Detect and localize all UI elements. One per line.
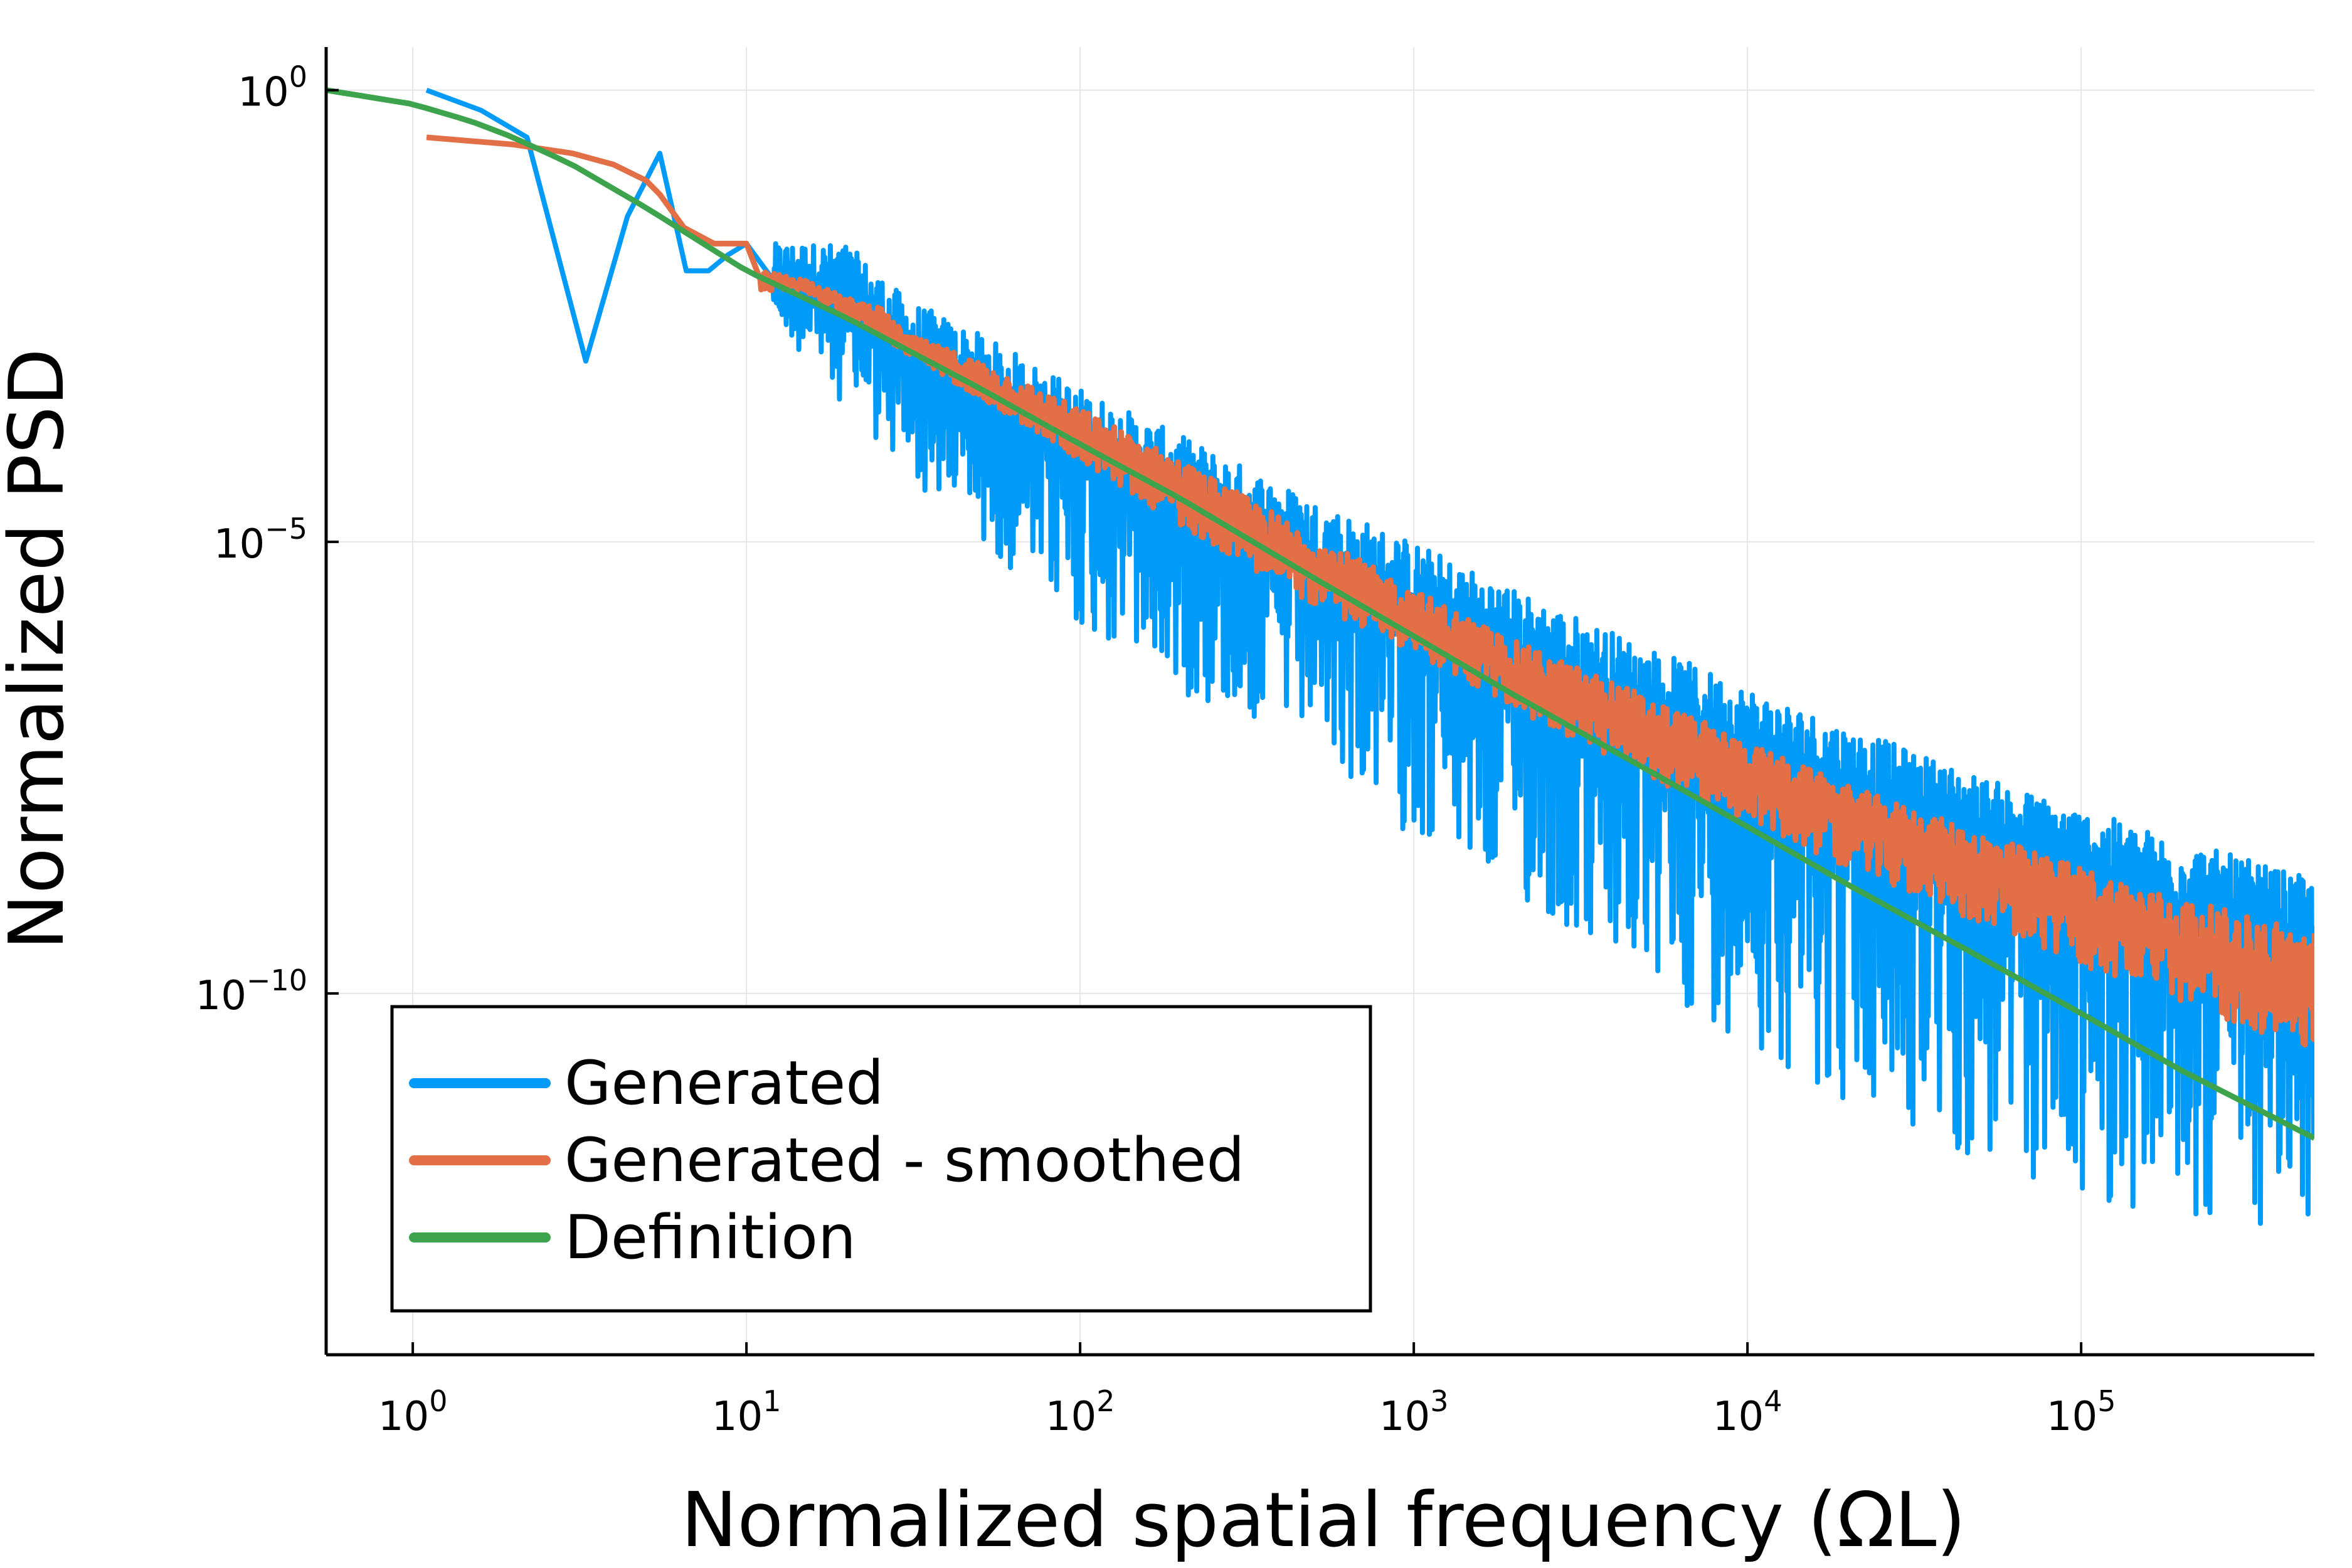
axes: [324, 47, 2314, 1357]
x-tick-label: 105: [2047, 1384, 2116, 1440]
legend-entry-generated-smoothed: Generated - smoothed: [409, 1125, 1244, 1195]
legend-entry-definition: Definition: [409, 1202, 856, 1273]
x-tick-label: 100: [378, 1384, 448, 1440]
legend-label-definition: Definition: [564, 1202, 856, 1273]
series-line-definition: [326, 87, 2314, 1141]
x-axis-title: Normalized spatial frequency (ΩL): [681, 1477, 1966, 1564]
legend-label-generated: Generated: [564, 1048, 884, 1118]
y-tick-label: 100: [238, 60, 307, 116]
x-tick-label: 102: [1046, 1384, 1115, 1440]
y-tick-label: 10−5: [214, 512, 307, 568]
x-tick-label: 103: [1379, 1384, 1449, 1440]
legend: Generated Generated - smoothed Definitio…: [390, 1005, 1372, 1313]
legend-box: [390, 1005, 1372, 1313]
legend-label-generated-smoothed: Generated - smoothed: [564, 1125, 1244, 1195]
legend-entry-generated: Generated: [409, 1048, 884, 1118]
series-line-generated-smoothed: [426, 134, 2314, 1048]
tick-labels: 100 101 102 103 104 105 100 10−5 10−10: [195, 60, 2116, 1440]
plot-series: [326, 87, 2314, 1226]
y-axis-title: Normalized PSD: [0, 348, 81, 950]
x-tick-label: 101: [712, 1384, 781, 1440]
x-tick-label: 104: [1713, 1384, 1783, 1440]
y-tick-label: 10−10: [195, 963, 307, 1019]
